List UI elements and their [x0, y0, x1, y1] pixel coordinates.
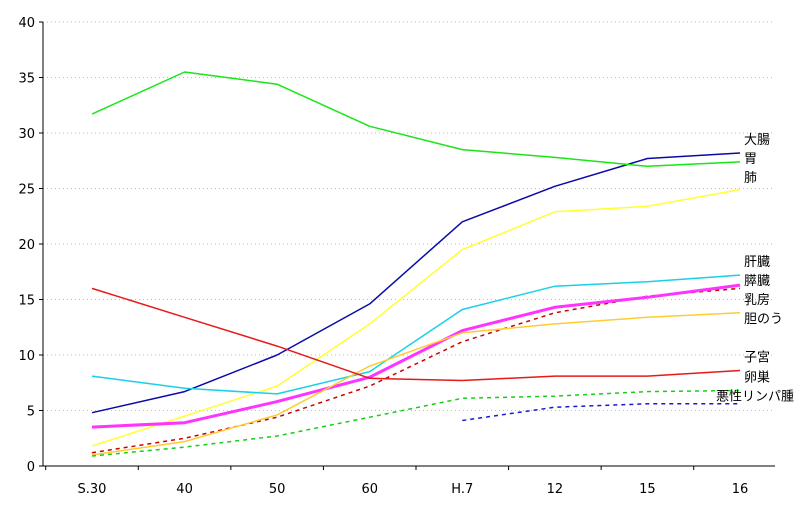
x-tick-label: 16	[732, 482, 749, 497]
series-label: 乳房	[744, 292, 770, 308]
y-tick-label: 40	[18, 16, 35, 31]
x-tick-label: 12	[547, 482, 564, 497]
series-label: 子宮	[744, 350, 770, 366]
series-label: 肺	[744, 171, 757, 186]
series-line	[91, 287, 741, 382]
x-tick-label: 40	[176, 482, 193, 497]
series-line	[91, 389, 741, 457]
y-tick-label: 0	[27, 460, 35, 475]
axes: 0 5 10 15 20 25 30 35 40 S.30 40 50 60 H.7 12 15 16	[18, 16, 775, 497]
series-line	[91, 283, 741, 429]
x-tick-label: 50	[269, 482, 286, 497]
series-label: 胃	[744, 152, 757, 167]
y-tick-label: 30	[18, 127, 35, 142]
series-label: 膵臓	[744, 274, 770, 289]
series-line	[91, 152, 741, 414]
series-line	[91, 71, 741, 168]
x-tick-label: H.7	[451, 482, 473, 497]
x-tick-label: 60	[361, 482, 378, 497]
series-label: 胆のう	[744, 312, 783, 327]
series-label: 悪性リンパ腫	[716, 389, 794, 405]
x-tick-label: S.30	[78, 482, 107, 497]
y-tick-label: 15	[18, 294, 35, 309]
series-line	[91, 188, 741, 447]
y-tick-label: 20	[18, 238, 35, 253]
y-tick-label: 25	[18, 183, 35, 198]
y-tick-label: 5	[27, 405, 35, 420]
series-label: 大腸	[744, 133, 770, 148]
series-lines	[91, 71, 741, 457]
series-line	[91, 287, 741, 454]
series-line	[91, 312, 741, 456]
y-tick-label: 10	[18, 349, 35, 364]
series-label: 卵巣	[744, 371, 770, 386]
x-tick-label: 15	[639, 482, 656, 497]
series-label: 肝臓	[744, 255, 770, 270]
series-line	[91, 274, 741, 395]
series-line	[462, 403, 740, 422]
y-tick-label: 35	[18, 72, 35, 87]
